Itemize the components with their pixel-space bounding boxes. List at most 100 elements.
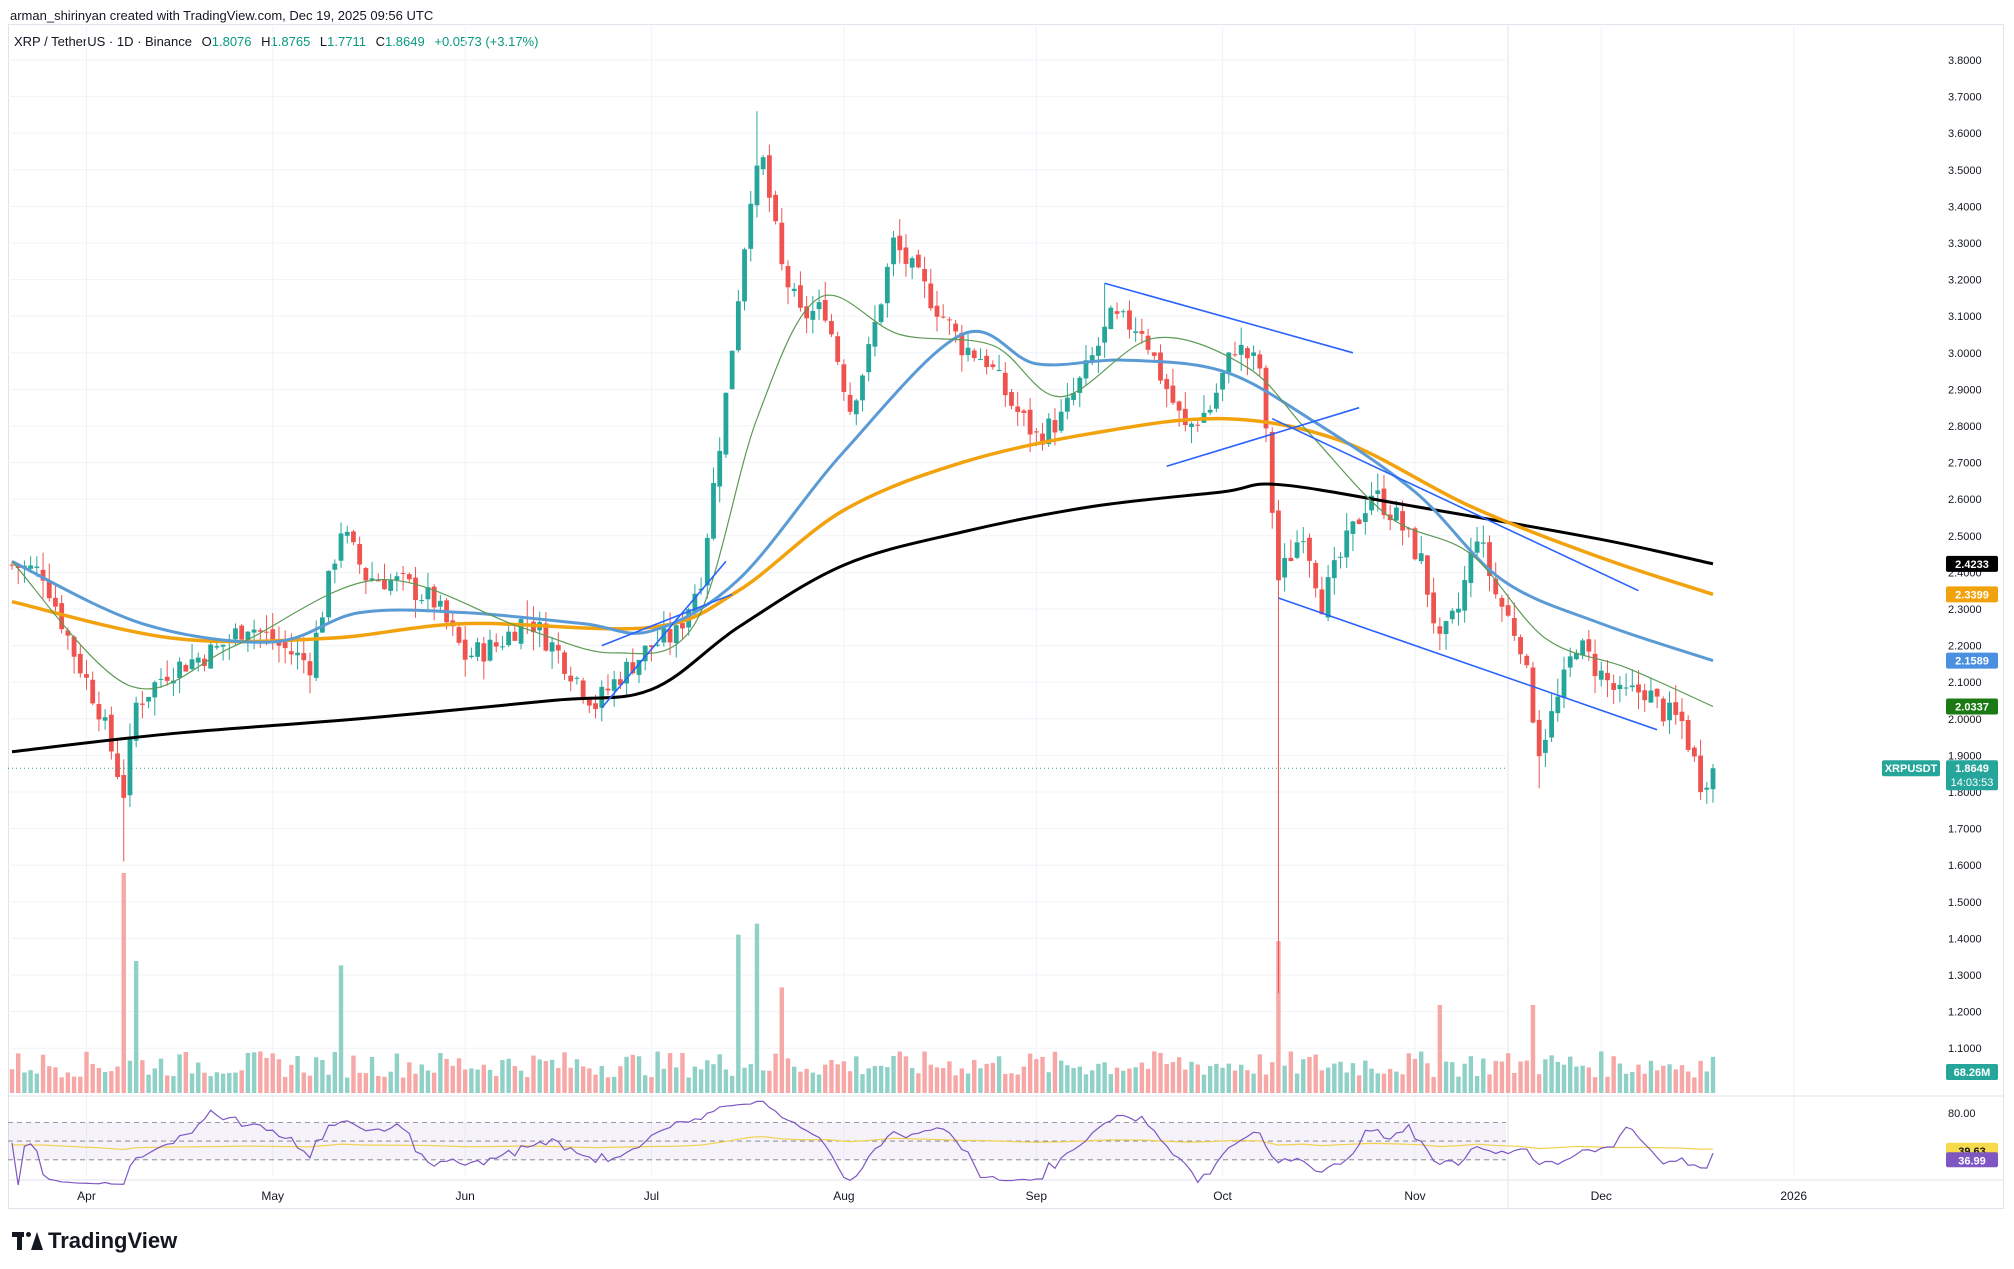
volume-bar bbox=[959, 1068, 965, 1093]
volume-bar bbox=[1400, 1074, 1405, 1093]
volume-bar bbox=[487, 1069, 493, 1093]
candle-body bbox=[1133, 331, 1139, 333]
candle-body bbox=[1282, 557, 1288, 578]
candle-body bbox=[692, 593, 698, 613]
volume-bar bbox=[1220, 1067, 1225, 1093]
candle-body bbox=[773, 194, 778, 222]
candle-body bbox=[1120, 311, 1126, 313]
volume-bar bbox=[481, 1064, 487, 1093]
candle-body bbox=[183, 665, 189, 672]
candle-body bbox=[636, 659, 642, 675]
volume-bar bbox=[1121, 1070, 1126, 1093]
volume-bar bbox=[1574, 1066, 1579, 1093]
volume-bar bbox=[469, 1068, 474, 1093]
volume-bar bbox=[1487, 1074, 1492, 1093]
volume-bar bbox=[183, 1052, 189, 1093]
volume-tag: 68.26M bbox=[1954, 1067, 1991, 1079]
volume-bar bbox=[1586, 1067, 1592, 1093]
candle-body bbox=[971, 350, 977, 359]
volume-bar bbox=[1201, 1074, 1207, 1093]
candle-body bbox=[1468, 551, 1474, 583]
volume-bar bbox=[760, 1070, 766, 1093]
volume-bar bbox=[1661, 1065, 1666, 1093]
volume-bar bbox=[1325, 1067, 1331, 1093]
volume-bar bbox=[618, 1066, 623, 1093]
candle-body bbox=[611, 679, 617, 691]
volume-bar bbox=[941, 1068, 946, 1093]
candle-body bbox=[382, 579, 387, 590]
candle-body bbox=[28, 565, 34, 569]
x-tick-label: Aug bbox=[833, 1189, 854, 1203]
low-label: L bbox=[319, 34, 328, 49]
volume-bar bbox=[1605, 1076, 1610, 1093]
symbol-ohlc-line: XRP / TetherUS · 1D · Binance O1.8076 H1… bbox=[14, 34, 538, 49]
candle-body bbox=[108, 714, 114, 752]
y-tick-label: 3.0000 bbox=[1948, 348, 1982, 360]
candle-body bbox=[947, 319, 952, 321]
volume-bar bbox=[841, 1061, 847, 1093]
volume-bar bbox=[717, 1054, 722, 1093]
y-tick-label: 1.7000 bbox=[1948, 824, 1982, 836]
volume-bar bbox=[1555, 1061, 1560, 1093]
candle-body bbox=[270, 629, 276, 643]
candle-body bbox=[264, 631, 269, 633]
candle-body bbox=[1493, 578, 1499, 595]
ma-blue-price-tag: 2.1589 bbox=[1955, 656, 1989, 668]
volume-bar bbox=[1481, 1058, 1486, 1093]
volume-bar bbox=[1536, 1074, 1542, 1093]
volume-bar bbox=[1468, 1056, 1474, 1093]
candle-body bbox=[1108, 307, 1114, 330]
volume-bar bbox=[289, 1064, 294, 1093]
candle-body bbox=[307, 661, 313, 676]
candle-body bbox=[1096, 345, 1101, 356]
candle-body bbox=[586, 699, 592, 706]
candle-body bbox=[506, 631, 512, 646]
volume-bar bbox=[549, 1059, 555, 1093]
volume-bar bbox=[897, 1051, 902, 1093]
volume-bar bbox=[382, 1076, 387, 1093]
volume-bar bbox=[78, 1076, 83, 1093]
volume-bar bbox=[90, 1063, 95, 1093]
candle-body bbox=[1530, 667, 1536, 723]
volume-bar bbox=[1549, 1055, 1554, 1093]
volume-bar bbox=[512, 1066, 518, 1093]
tradingview-brand[interactable]: TradingView bbox=[12, 1228, 177, 1254]
rsi-tag: 36.99 bbox=[1958, 1155, 1986, 1167]
candle-body bbox=[1356, 519, 1362, 524]
candle-body bbox=[437, 600, 443, 607]
volume-bar bbox=[810, 1072, 816, 1093]
candle-body bbox=[431, 586, 437, 608]
volume-bar bbox=[345, 1077, 350, 1093]
candle-body bbox=[301, 653, 307, 661]
high-value: 1.8765 bbox=[270, 34, 311, 49]
candle-body bbox=[257, 630, 263, 632]
volume-bar bbox=[363, 1073, 369, 1093]
volume-bar bbox=[1654, 1070, 1660, 1093]
candle-body bbox=[655, 644, 661, 646]
y-tick-label: 1.3000 bbox=[1948, 970, 1982, 982]
volume-bar bbox=[1642, 1073, 1647, 1093]
volume-bar bbox=[28, 1070, 33, 1093]
volume-bar bbox=[605, 1077, 611, 1093]
volume-bar bbox=[1406, 1053, 1412, 1093]
volume-bar bbox=[158, 1058, 164, 1093]
volume-bar bbox=[928, 1064, 933, 1093]
volume-bar bbox=[847, 1071, 853, 1093]
candle-body bbox=[959, 332, 965, 356]
candle-body bbox=[1580, 640, 1586, 656]
volume-bar bbox=[84, 1051, 89, 1093]
candle-body bbox=[1238, 344, 1244, 355]
volume-bar bbox=[1524, 1060, 1529, 1093]
candle-body bbox=[574, 677, 580, 679]
volume-bar bbox=[711, 1064, 716, 1093]
symbol-label[interactable]: XRP / TetherUS · 1D · Binance bbox=[14, 34, 192, 49]
candle-body bbox=[543, 623, 549, 651]
candle-body bbox=[276, 640, 282, 646]
candle-body bbox=[798, 285, 803, 308]
created-by-line: arman_shirinyan created with TradingView… bbox=[10, 8, 434, 23]
candle-body bbox=[804, 306, 810, 319]
candle-body bbox=[282, 642, 288, 649]
volume-bar bbox=[419, 1064, 424, 1093]
candle-body bbox=[1251, 352, 1257, 356]
